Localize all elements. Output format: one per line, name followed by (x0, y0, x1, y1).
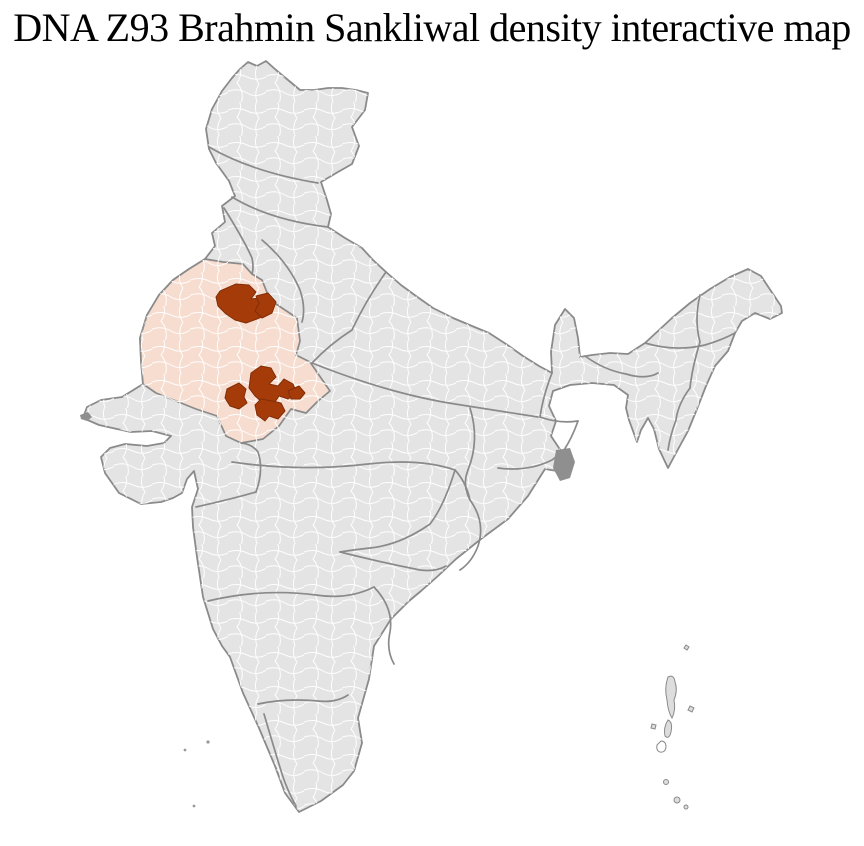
river-delta-patch (553, 448, 575, 481)
selected-district[interactable] (254, 398, 286, 422)
selected-districts-group[interactable] (215, 283, 306, 422)
andaman-nicobar-islands-group[interactable] (650, 644, 695, 810)
kutch-creek-patch (80, 412, 92, 421)
lakshadweep-islands-group[interactable] (183, 740, 210, 808)
selected-district[interactable] (224, 382, 248, 410)
selected-district[interactable] (254, 292, 277, 319)
page-title: DNA Z93 Brahmin Sankliwal density intera… (13, 5, 851, 50)
selected-district[interactable] (287, 385, 306, 400)
state-borders (195, 146, 736, 807)
